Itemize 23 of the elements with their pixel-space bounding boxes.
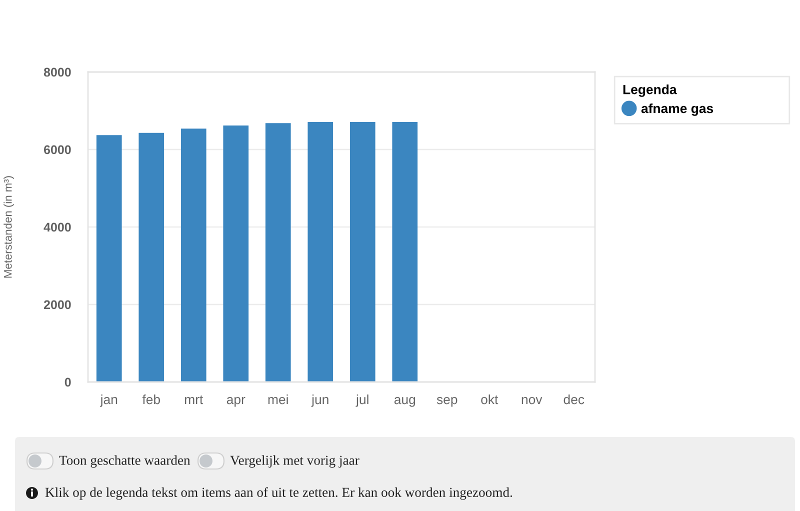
- x-tick-label: apr: [226, 396, 246, 407]
- x-tick-label: mei: [268, 394, 288, 404]
- legend-label: afname gas: [641, 103, 714, 116]
- text: Toon geschatte waarden: [59, 455, 190, 468]
- y-tick-label: 6000: [44, 145, 71, 154]
- x-tick-label: jun: [311, 394, 328, 407]
- y-axis-title: Meterstanden (in m³): [4, 176, 14, 278]
- x-tick-label: aug: [394, 396, 416, 407]
- y-tick-label: 2000: [44, 300, 71, 310]
- y-tick-label: 8000: [44, 68, 71, 77]
- text: Klik op de legenda tekst om items aan of uit te zetten. Er kan ook worden ingezoomd.: [45, 487, 512, 500]
- y-tick-label: 0: [64, 378, 71, 387]
- x-tick-label: nov: [522, 396, 542, 404]
- x-tick-label: jul: [356, 394, 368, 407]
- x-tick-label: mrt: [184, 396, 204, 404]
- x-tick-label: sep: [436, 396, 458, 407]
- text: Vergelijk met vorig jaar: [230, 455, 360, 468]
- x-tick-label: feb: [142, 394, 160, 404]
- legend-title: Legenda: [623, 84, 677, 97]
- y-tick-label: 4000: [44, 222, 71, 232]
- x-tick-label: jan: [100, 394, 118, 407]
- x-tick-label: okt: [481, 394, 498, 404]
- x-tick-label: dec: [564, 394, 584, 404]
